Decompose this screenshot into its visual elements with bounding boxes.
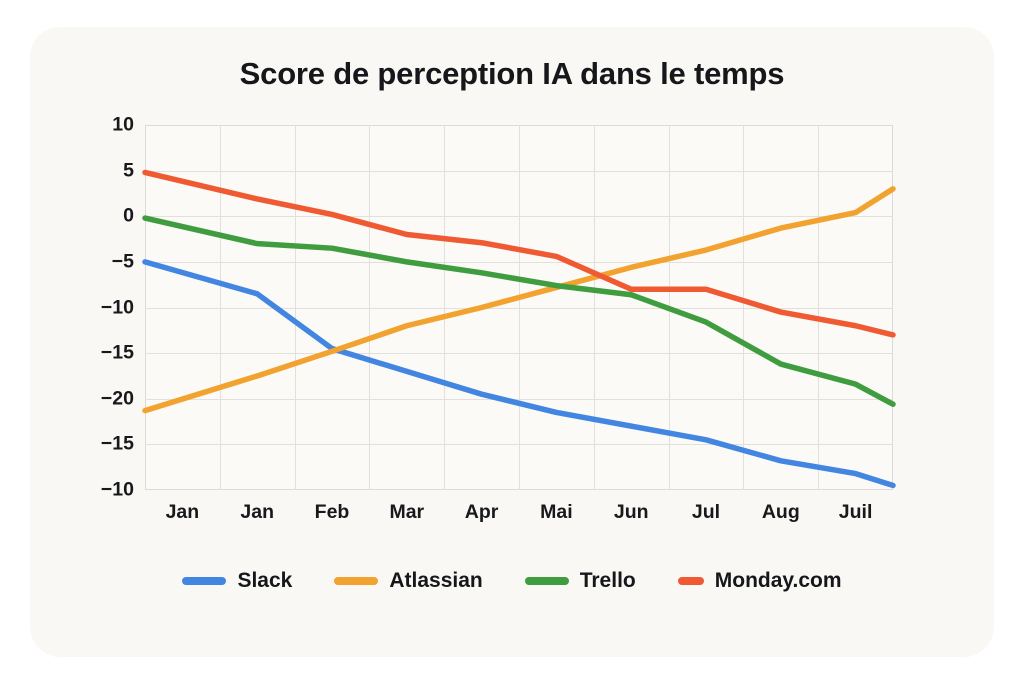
gridline-vertical bbox=[743, 125, 745, 490]
y-axis-tick-label: −15 bbox=[100, 432, 134, 455]
y-axis-tick-label: −10 bbox=[100, 296, 134, 318]
legend-label: Slack bbox=[237, 569, 293, 592]
legend-item-atlassian[interactable]: Atlassian bbox=[334, 569, 483, 593]
legend-swatch-icon bbox=[334, 577, 379, 585]
chart-card: Score de perception IA dans le temps 10 5… bbox=[30, 27, 994, 657]
gridline-vertical bbox=[519, 125, 520, 490]
legend-swatch-icon bbox=[677, 577, 704, 585]
x-axis-tick-label: Jan bbox=[165, 501, 200, 523]
legend-item-trello[interactable]: Trello bbox=[524, 569, 636, 593]
plot-area bbox=[142, 125, 896, 490]
x-axis: Jan Jan Feb Mar Apr Mai Jun Jul Aug Juil bbox=[145, 501, 893, 531]
y-axis-tick-label: 5 bbox=[123, 159, 134, 182]
gridline-vertical bbox=[818, 125, 820, 490]
series-line-trello bbox=[142, 215, 896, 407]
x-axis-tick-label: Jun bbox=[613, 501, 649, 523]
gridline-vertical bbox=[294, 125, 296, 490]
x-axis-tick-label: Apr bbox=[464, 501, 499, 523]
gridline-vertical bbox=[369, 125, 371, 490]
x-axis-tick-label: Jan bbox=[240, 501, 274, 523]
chart-legend: Slack Atlassian Trello Monday.com bbox=[30, 569, 994, 593]
x-axis-tick-label: Feb bbox=[314, 501, 350, 523]
y-axis-tick-label: 0 bbox=[123, 204, 134, 227]
x-axis-tick-label: Mar bbox=[389, 501, 425, 523]
legend-item-monday-com[interactable]: Monday.com bbox=[677, 569, 842, 593]
gridline-vertical bbox=[593, 125, 595, 490]
legend-swatch-icon bbox=[182, 577, 227, 585]
legend-label: Monday.com bbox=[714, 569, 842, 592]
y-axis-tick-label: −20 bbox=[100, 387, 134, 410]
legend-swatch-icon bbox=[524, 577, 569, 585]
y-axis: 10 5 0 −5 −10 −15 −20 −15 −10 bbox=[60, 114, 134, 501]
y-axis-tick-label: −15 bbox=[100, 341, 134, 364]
x-axis-tick-label: Mai bbox=[540, 501, 573, 523]
y-axis-tick-label: −5 bbox=[111, 250, 134, 273]
series-line-monday-com bbox=[142, 169, 896, 338]
series-line-slack bbox=[142, 259, 896, 489]
y-axis-tick-label: 10 bbox=[112, 113, 134, 136]
legend-label: Atlassian bbox=[389, 569, 483, 592]
chart-title: Score de perception IA dans le temps bbox=[239, 56, 785, 91]
y-axis-tick-label: −10 bbox=[100, 478, 134, 501]
series-line-atlassian bbox=[142, 186, 896, 414]
gridline-vertical bbox=[219, 125, 221, 490]
x-axis-tick-label: Aug bbox=[761, 501, 800, 523]
legend-item-slack[interactable]: Slack bbox=[182, 569, 292, 593]
gridline-vertical bbox=[444, 125, 446, 490]
series-lines bbox=[142, 169, 896, 489]
x-axis-tick-label: Juil bbox=[838, 501, 873, 523]
x-axis-tick-label: Jul bbox=[691, 501, 721, 523]
legend-label: Trello bbox=[579, 569, 636, 592]
